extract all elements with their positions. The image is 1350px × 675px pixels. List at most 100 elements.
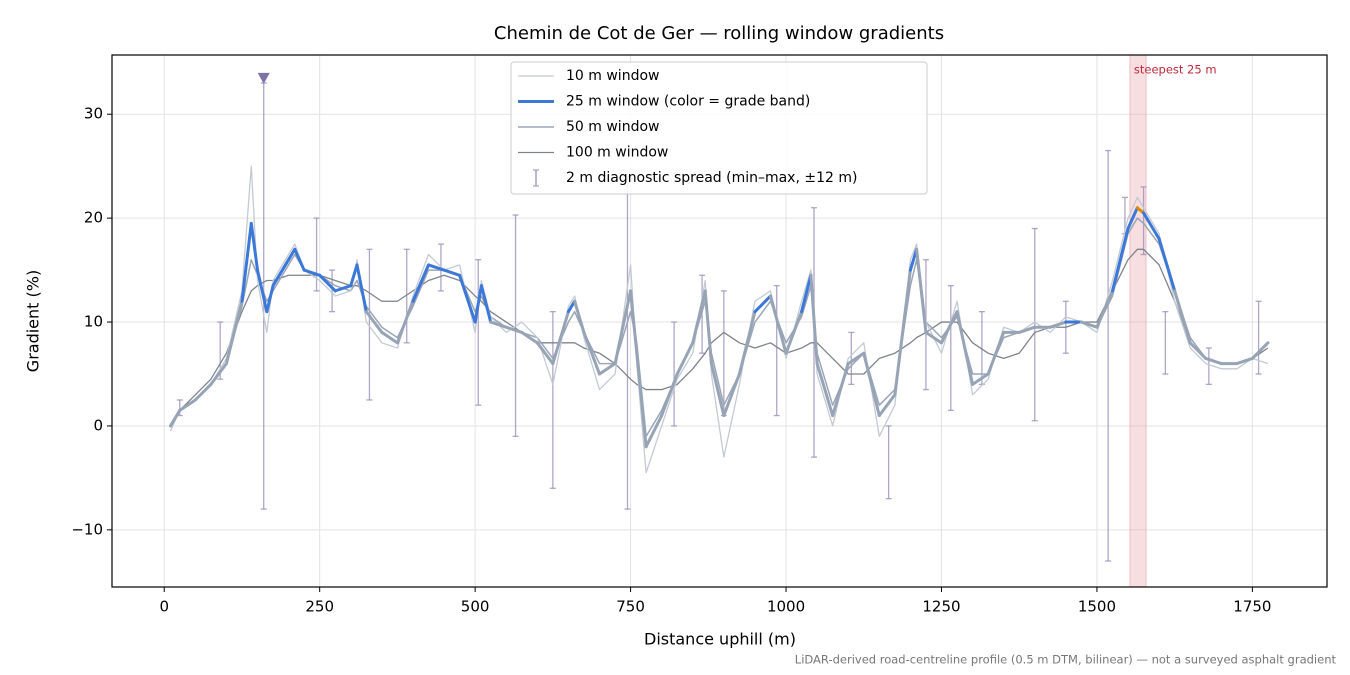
line-segment [1126, 206, 1139, 231]
line-segment [644, 414, 664, 449]
line-segment [629, 289, 639, 355]
x-tick-label: 0 [159, 598, 169, 616]
error-bar [1205, 347, 1212, 386]
line-segment [800, 273, 813, 314]
line-segment [915, 247, 928, 334]
line-segment [349, 263, 359, 288]
line-segment [473, 284, 483, 324]
line-segment [271, 258, 291, 288]
line-segment [955, 310, 975, 386]
error-bar [978, 310, 985, 386]
legend: 10 m window 25 m window (color = grade ba… [510, 61, 928, 195]
error-bar [947, 285, 954, 412]
line-segment [1204, 356, 1223, 366]
error-bar [329, 269, 336, 313]
x-tick-label: 1500 [1078, 598, 1116, 616]
line-segment [520, 330, 539, 345]
line-segment [709, 362, 726, 418]
legend-label: 10 m window [566, 68, 659, 84]
line-segment [442, 268, 462, 277]
line-segment [1079, 320, 1099, 329]
y-tick-label: 30 [84, 105, 103, 123]
peak-marker [257, 72, 270, 84]
line-segment [240, 221, 253, 303]
line-segment [209, 362, 228, 386]
line [169, 248, 1269, 427]
chart-title: Chemin de Cot de Ger — rolling window gr… [494, 23, 944, 44]
line-segment [224, 299, 244, 366]
error-bar [885, 425, 892, 500]
line-segment [1142, 211, 1161, 241]
error-bar [1140, 186, 1147, 256]
error-bar [475, 259, 482, 406]
line-segment [691, 289, 707, 345]
x-tick-label: 750 [616, 598, 645, 616]
line-segment [302, 268, 322, 277]
line-segment [846, 351, 866, 366]
x-axis-label: Distance uphill (m) [644, 630, 796, 649]
line-segment [675, 341, 695, 376]
line-segment [862, 351, 881, 418]
line-segment [815, 362, 835, 418]
line-segment [753, 294, 772, 314]
line-segment [986, 330, 1006, 376]
line-segment [573, 299, 586, 334]
error-bar [1031, 227, 1038, 422]
line-segment [318, 273, 337, 293]
highlight-span [1129, 54, 1147, 588]
line-segment [489, 320, 508, 329]
line-segment [613, 289, 633, 366]
line-segment [768, 294, 788, 355]
line-segment [265, 284, 275, 314]
x-tick-label: 1750 [1233, 598, 1271, 616]
y-tick-label: 0 [93, 416, 103, 434]
line-segment [1188, 341, 1208, 360]
line-segment [924, 330, 943, 345]
line-segment [939, 310, 959, 345]
error-bar [366, 248, 373, 401]
plot-frame [111, 54, 1328, 588]
error-bar [1105, 149, 1112, 562]
line-segment [1173, 289, 1192, 345]
error-bar [671, 321, 678, 427]
line-segment [193, 382, 213, 402]
y-tick-label: −10 [71, 520, 103, 538]
line-segment [411, 263, 430, 303]
legend-box [510, 61, 928, 195]
line-segment [1157, 237, 1177, 293]
error-bar [1162, 310, 1169, 375]
line [169, 165, 1269, 474]
line-segment [395, 299, 415, 345]
line-segment [660, 372, 679, 418]
x-tick-label: 250 [305, 598, 334, 616]
line-segment [893, 268, 912, 397]
line-segment [293, 247, 306, 272]
error-bar [773, 285, 780, 417]
error-bar [1255, 300, 1262, 375]
line-segment [809, 273, 819, 366]
line-segment [877, 393, 897, 418]
line-segment [1235, 356, 1254, 366]
line-segment [703, 289, 713, 366]
line-segment [722, 372, 741, 418]
line-segment [380, 330, 399, 345]
line-segment [504, 325, 524, 334]
y-tick-label: 10 [84, 313, 103, 331]
line-segment [551, 310, 570, 366]
line-segment [737, 310, 757, 376]
y-axis-label: Gradient (%) [24, 270, 43, 372]
error-bar [549, 310, 556, 489]
y-tick-label: 20 [84, 209, 103, 227]
line-segment [458, 273, 477, 324]
line-segment [333, 284, 353, 293]
line-segment [479, 284, 493, 324]
line-segment [168, 408, 182, 428]
line-segment [249, 221, 260, 272]
line-segment [256, 268, 269, 314]
line-segment [1095, 289, 1114, 329]
line-segment [1250, 341, 1270, 360]
line-segment [582, 330, 601, 376]
line-segment [178, 398, 197, 412]
highlight-label: steepest 25 m [1134, 63, 1217, 77]
line-segment [635, 351, 648, 449]
